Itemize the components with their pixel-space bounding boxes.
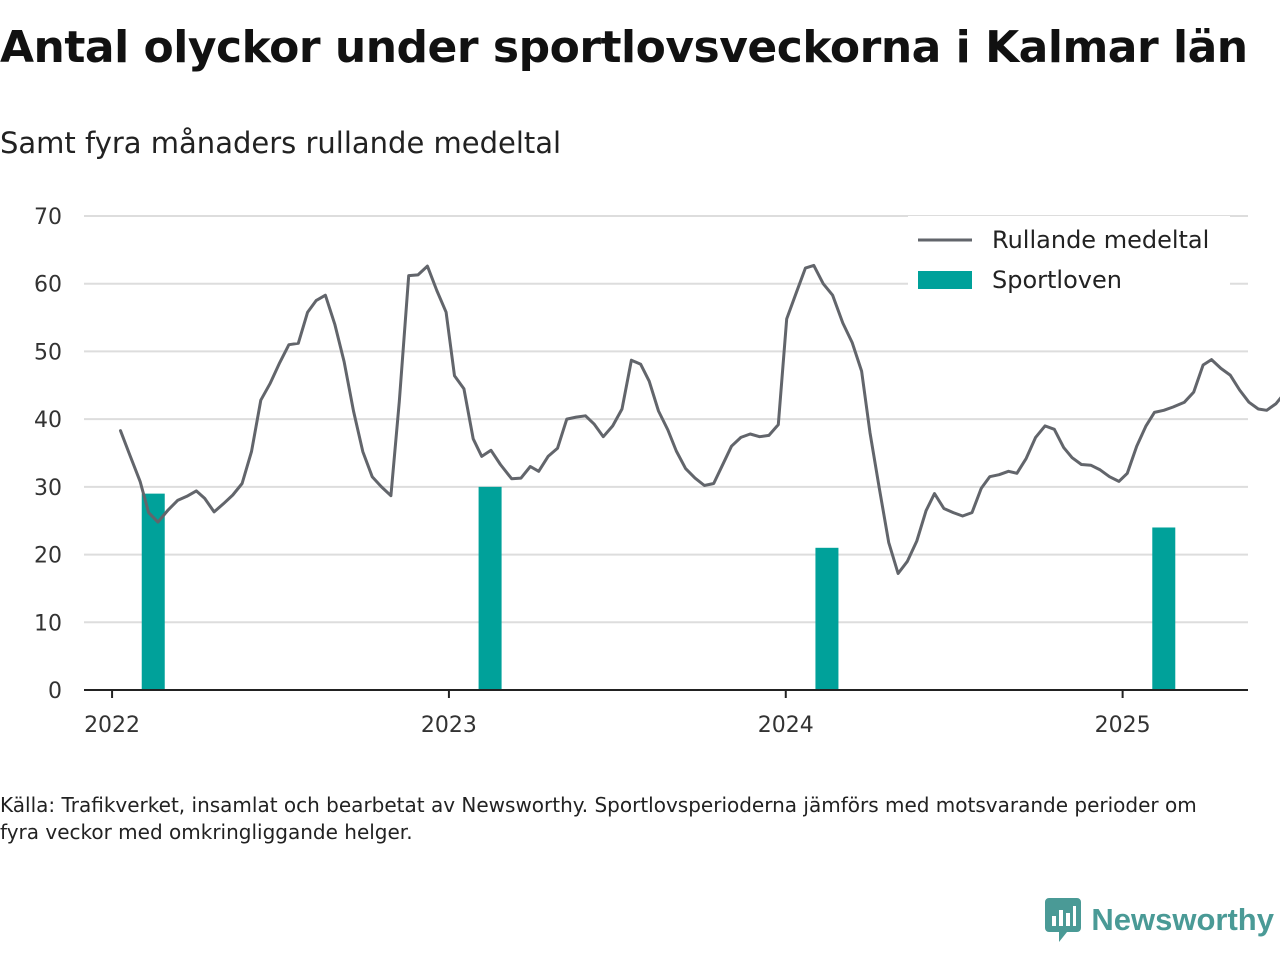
y-tick-label: 0 bbox=[48, 679, 62, 704]
chart-subtitle: Samt fyra månaders rullande medeltal bbox=[0, 126, 562, 160]
bar-sportloven bbox=[1152, 527, 1176, 690]
chart: 0 10 20 30 40 50 60 70 2022 2023 2024 2025 Rulland… bbox=[34, 205, 1280, 738]
y-axis-ticks: 0 10 20 30 40 50 60 70 bbox=[34, 205, 62, 704]
bar-sportloven bbox=[141, 493, 165, 690]
y-tick-label: 20 bbox=[34, 544, 62, 569]
newsworthy-logo-icon bbox=[1045, 898, 1082, 942]
y-tick-label: 70 bbox=[34, 205, 62, 230]
brand-logo: Newsworthy bbox=[1045, 898, 1274, 942]
x-tick-label: 2022 bbox=[84, 713, 140, 738]
brand-name: Newsworthy bbox=[1091, 902, 1274, 937]
chart-title: Antal olyckor under sportlovsveckorna i … bbox=[0, 22, 1248, 73]
line-rullande-medeltal bbox=[119, 263, 1280, 575]
x-tick-label: 2025 bbox=[1095, 713, 1151, 738]
bar-sportloven bbox=[478, 486, 502, 690]
legend-label-bars: Sportloven bbox=[992, 266, 1122, 294]
legend: Rullande medeltal Sportloven bbox=[908, 216, 1230, 308]
y-tick-label: 40 bbox=[34, 408, 62, 433]
source-note: Källa: Trafikverket, insamlat och bearbe… bbox=[0, 793, 1197, 844]
bars-sportloven bbox=[141, 486, 1176, 690]
y-tick-label: 50 bbox=[34, 340, 62, 365]
y-tick-label: 30 bbox=[34, 476, 62, 501]
legend-background bbox=[908, 216, 1230, 308]
legend-label-line: Rullande medeltal bbox=[992, 226, 1209, 254]
grid-lines bbox=[84, 215, 1248, 624]
bar-sportloven bbox=[815, 547, 839, 690]
y-tick-label: 10 bbox=[34, 611, 62, 636]
y-tick-label: 60 bbox=[34, 273, 62, 298]
x-tick-label: 2023 bbox=[421, 713, 477, 738]
x-tick-label: 2024 bbox=[758, 713, 814, 738]
x-axis: 2022 2023 2024 2025 bbox=[84, 689, 1248, 738]
legend-bar-swatch bbox=[918, 271, 972, 289]
